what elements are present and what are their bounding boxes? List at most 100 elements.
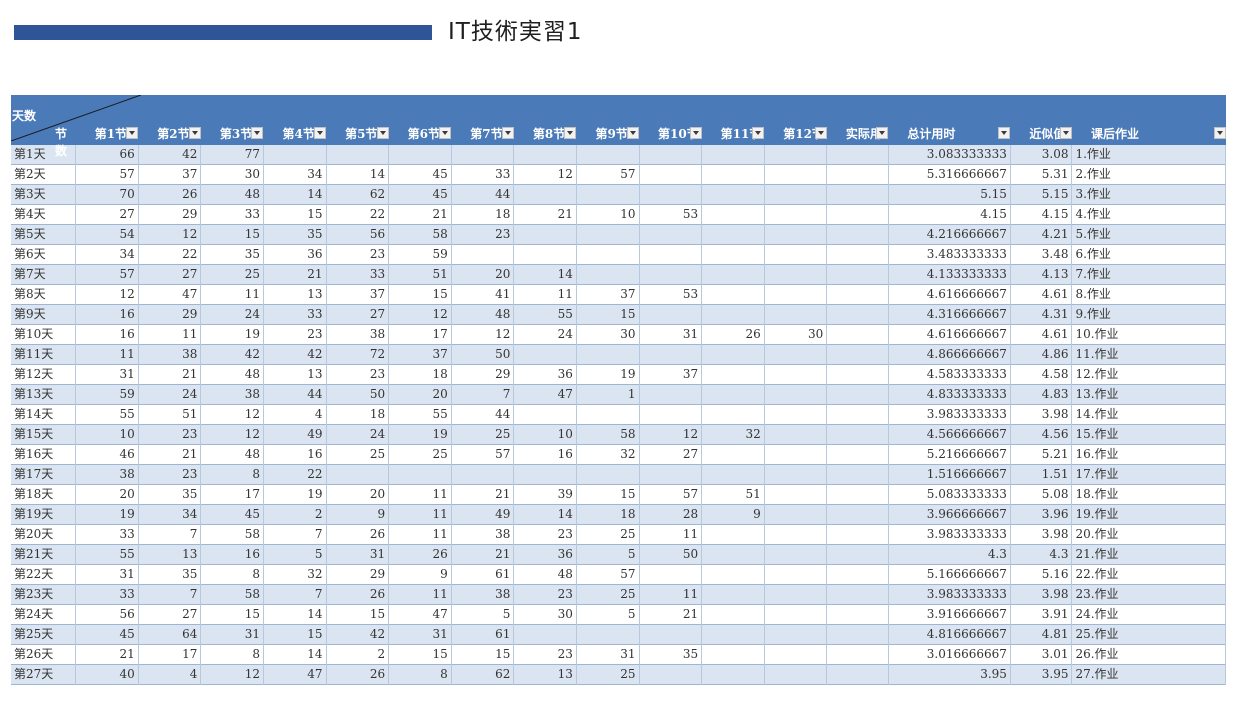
approx-cell[interactable]: 5.31 <box>1010 164 1073 185</box>
filter-dropdown-icon[interactable] <box>439 127 452 139</box>
session-cell[interactable]: 22 <box>138 244 202 265</box>
homework-cell[interactable]: 24.作业 <box>1071 604 1226 625</box>
total-time-cell[interactable]: 4.583333333 <box>888 364 1011 385</box>
actual-time-cell[interactable] <box>826 364 889 385</box>
session-cell[interactable]: 27 <box>639 444 703 465</box>
session-cell[interactable] <box>764 444 828 465</box>
session-cell[interactable]: 21 <box>388 204 452 225</box>
session-cell[interactable] <box>764 544 828 565</box>
session-cell[interactable]: 50 <box>639 544 703 565</box>
total-time-cell[interactable]: 3.983333333 <box>888 404 1011 425</box>
session-cell[interactable] <box>764 604 828 625</box>
session-cell[interactable]: 57 <box>639 484 703 505</box>
session-cell[interactable] <box>513 464 577 485</box>
session-cell[interactable] <box>639 164 703 185</box>
session-cell[interactable] <box>701 264 765 285</box>
actual-time-cell[interactable] <box>826 444 889 465</box>
session-cell[interactable] <box>576 344 640 365</box>
session-cell[interactable] <box>513 624 577 645</box>
actual-time-cell[interactable] <box>826 544 889 565</box>
session-cell[interactable]: 19 <box>200 324 264 345</box>
session-cell[interactable]: 13 <box>263 284 327 305</box>
session-cell[interactable]: 21 <box>639 604 703 625</box>
session-cell[interactable]: 11 <box>388 504 452 525</box>
session-cell[interactable]: 19 <box>388 424 452 445</box>
session-cell[interactable]: 21 <box>451 484 515 505</box>
approx-cell[interactable]: 1.51 <box>1010 464 1073 485</box>
session-cell[interactable]: 30 <box>200 164 264 185</box>
session-cell[interactable]: 16 <box>75 304 139 325</box>
filter-dropdown-icon[interactable] <box>376 127 389 139</box>
session-cell[interactable] <box>764 384 828 405</box>
session-cell[interactable]: 55 <box>388 404 452 425</box>
session-cell[interactable] <box>701 404 765 425</box>
session-cell[interactable]: 15 <box>451 644 515 665</box>
approx-cell[interactable]: 3.98 <box>1010 584 1073 605</box>
filter-dropdown-icon[interactable] <box>564 127 577 139</box>
session-cell[interactable]: 12 <box>138 224 202 245</box>
actual-time-cell[interactable] <box>826 224 889 245</box>
homework-cell[interactable]: 10.作业 <box>1071 324 1226 345</box>
session-cell[interactable]: 24 <box>326 424 390 445</box>
session-cell[interactable]: 16 <box>75 324 139 345</box>
session-cell[interactable]: 31 <box>200 624 264 645</box>
session-cell[interactable] <box>764 584 828 605</box>
session-cell[interactable]: 5 <box>576 604 640 625</box>
session-cell[interactable]: 57 <box>576 564 640 585</box>
session-cell[interactable]: 14 <box>263 604 327 625</box>
actual-time-cell[interactable] <box>826 564 889 585</box>
session-cell[interactable]: 8 <box>388 664 452 685</box>
session-cell[interactable]: 26 <box>388 544 452 565</box>
approx-cell[interactable]: 3.98 <box>1010 404 1073 425</box>
session-cell[interactable] <box>701 544 765 565</box>
session-cell[interactable]: 50 <box>326 384 390 405</box>
session-cell[interactable]: 45 <box>388 164 452 185</box>
session-cell[interactable] <box>764 424 828 445</box>
session-cell[interactable] <box>701 224 765 245</box>
session-cell[interactable]: 35 <box>138 484 202 505</box>
session-cell[interactable] <box>388 464 452 485</box>
day-label-cell[interactable]: 第18天 <box>11 484 77 505</box>
day-label-cell[interactable]: 第7天 <box>11 264 77 285</box>
session-cell[interactable] <box>576 224 640 245</box>
session-cell[interactable]: 33 <box>75 584 139 605</box>
session-cell[interactable] <box>388 145 452 165</box>
session-cell[interactable]: 27 <box>75 204 139 225</box>
homework-cell[interactable]: 1.作业 <box>1071 145 1226 165</box>
session-cell[interactable] <box>764 344 828 365</box>
session-cell[interactable]: 33 <box>451 164 515 185</box>
day-label-cell[interactable]: 第3天 <box>11 184 77 205</box>
day-label-cell[interactable]: 第20天 <box>11 524 77 545</box>
session-cell[interactable]: 41 <box>451 284 515 305</box>
session-cell[interactable] <box>326 145 390 165</box>
session-cell[interactable]: 15 <box>263 624 327 645</box>
homework-cell[interactable]: 12.作业 <box>1071 364 1226 385</box>
session-cell[interactable] <box>576 624 640 645</box>
session-cell[interactable]: 31 <box>576 644 640 665</box>
session-cell[interactable]: 33 <box>75 524 139 545</box>
session-cell[interactable] <box>639 404 703 425</box>
approx-cell[interactable]: 4.3 <box>1010 544 1073 565</box>
session-cell[interactable]: 70 <box>75 184 139 205</box>
session-cell[interactable]: 49 <box>263 424 327 445</box>
session-cell[interactable]: 44 <box>263 384 327 405</box>
session-cell[interactable] <box>764 524 828 545</box>
session-cell[interactable]: 47 <box>388 604 452 625</box>
session-cell[interactable]: 7 <box>451 384 515 405</box>
approx-cell[interactable]: 4.83 <box>1010 384 1073 405</box>
total-time-cell[interactable]: 3.95 <box>888 664 1011 685</box>
session-cell[interactable]: 51 <box>701 484 765 505</box>
session-cell[interactable]: 48 <box>513 564 577 585</box>
session-cell[interactable] <box>701 164 765 185</box>
session-cell[interactable]: 12 <box>388 304 452 325</box>
session-cell[interactable]: 15 <box>388 284 452 305</box>
approx-cell[interactable]: 4.58 <box>1010 364 1073 385</box>
session-cell[interactable] <box>764 264 828 285</box>
actual-time-cell[interactable] <box>826 284 889 305</box>
session-cell[interactable]: 15 <box>263 204 327 225</box>
session-cell[interactable]: 14 <box>326 164 390 185</box>
session-cell[interactable] <box>576 145 640 165</box>
session-cell[interactable]: 11 <box>75 344 139 365</box>
session-cell[interactable]: 5 <box>263 544 327 565</box>
session-cell[interactable] <box>513 145 577 165</box>
